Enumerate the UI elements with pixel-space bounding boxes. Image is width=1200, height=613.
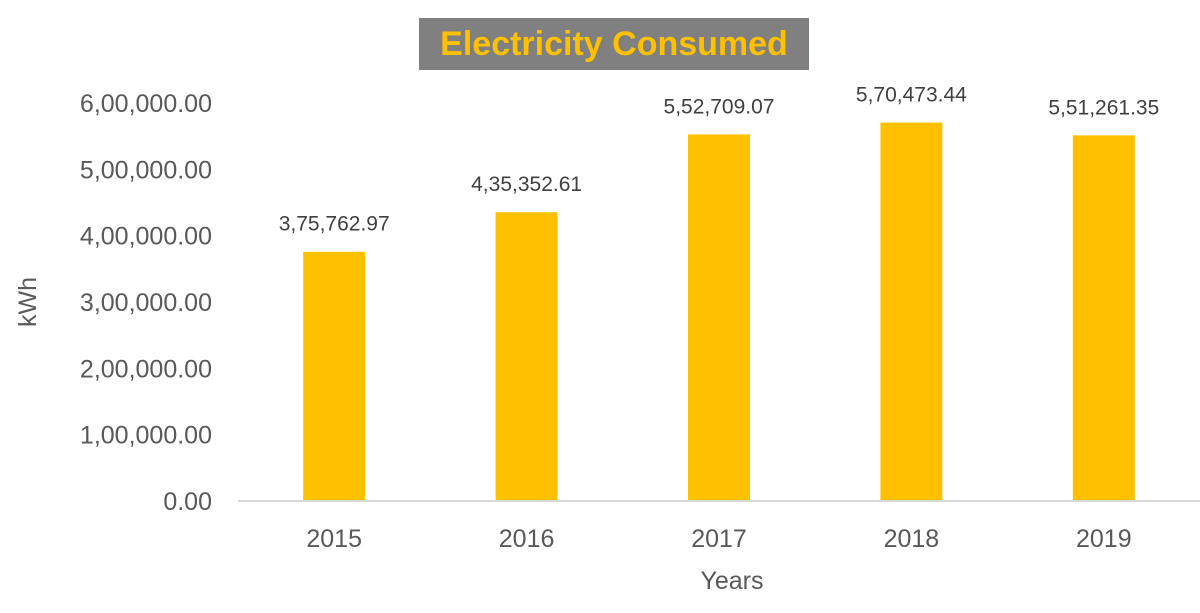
x-tick-label: 2018 <box>884 525 940 553</box>
data-label: 5,70,473.44 <box>856 84 967 107</box>
bar-2017 <box>688 134 750 502</box>
data-label: 5,52,709.07 <box>664 95 775 118</box>
chart-title-box: Electricity Consumed <box>419 18 809 70</box>
y-tick-label: 1,00,000.00 <box>80 422 212 450</box>
y-axis-label: kWh <box>14 277 42 327</box>
x-tick-label: 2016 <box>499 525 555 553</box>
data-label: 5,51,261.35 <box>1048 96 1159 119</box>
bar-2019 <box>1072 135 1135 502</box>
bar-2018 <box>880 122 943 502</box>
x-axis-ticks: 2015 2016 2017 2018 2019 <box>306 525 1131 553</box>
y-tick-label: 3,00,000.00 <box>80 289 212 317</box>
data-label: 4,35,352.61 <box>471 173 582 196</box>
y-tick-label: 5,00,000.00 <box>80 156 212 184</box>
x-tick-label: 2017 <box>691 525 747 553</box>
x-tick-label: 2015 <box>306 525 362 553</box>
bars <box>303 122 1135 502</box>
x-tick-label: 2019 <box>1076 525 1132 553</box>
y-tick-label: 4,00,000.00 <box>80 223 212 251</box>
y-axis-ticks: 0.00 1,00,000.00 2,00,000.00 3,00,000.00 4,0… <box>80 90 212 516</box>
bar-2016 <box>495 212 558 501</box>
y-tick-label: 2,00,000.00 <box>80 355 212 383</box>
y-tick-label: 0.00 <box>163 488 212 516</box>
y-tick-label: 6,00,000.00 <box>80 90 212 118</box>
data-labels: 3,75,762.97 4,35,352.61 5,52,709.07 5,70,47… <box>279 84 1160 236</box>
chart-title: Electricity Consumed <box>440 25 788 63</box>
x-axis-label: Years <box>700 567 763 595</box>
data-label: 3,75,762.97 <box>279 213 390 236</box>
bar-2015 <box>303 251 366 501</box>
